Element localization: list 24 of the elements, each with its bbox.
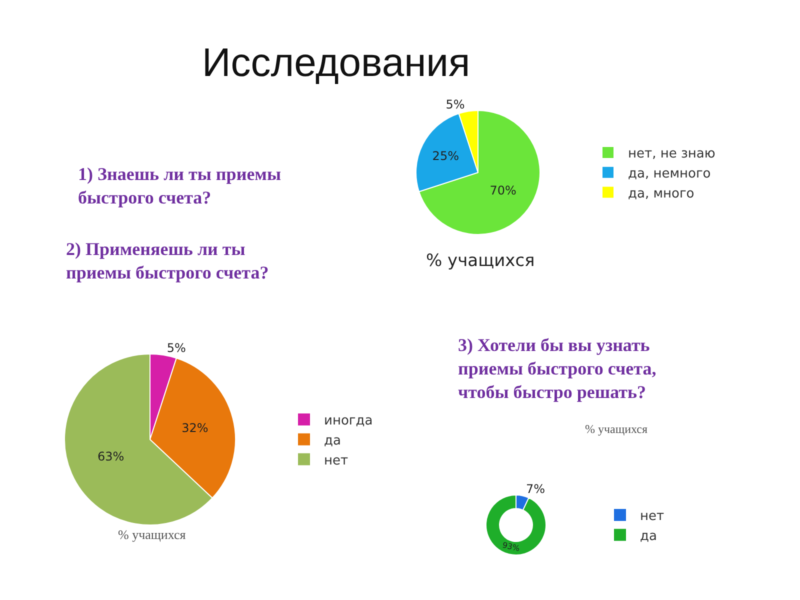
data-label: 32% — [182, 420, 208, 435]
pie-slice — [418, 110, 540, 235]
data-label: 7% — [526, 482, 546, 496]
legend-label: нет — [324, 453, 348, 468]
data-label: 25% — [432, 149, 459, 164]
legend-label: да, много — [628, 186, 694, 202]
donut-slice — [486, 494, 546, 556]
text: % учащихся — [118, 527, 186, 542]
text: % учащихся — [426, 251, 535, 271]
legend-label: нет, не знаю — [628, 146, 716, 162]
data-label: 5% — [446, 97, 465, 112]
legend-label: да — [640, 528, 657, 544]
text: 2) Применяешь ли ты приемы быстрого счета? — [66, 239, 269, 282]
data-label: 70% — [490, 184, 516, 198]
text: 3) Хотели бы вы узнать приемы быстрого счета, чтобы быстро решать? — [458, 335, 656, 402]
data-label: 63% — [97, 449, 124, 464]
legend-label: иногда — [324, 414, 373, 429]
text: Исследования — [202, 41, 470, 85]
chart-title: % учащихся — [585, 422, 648, 436]
legend-label: да — [324, 433, 341, 448]
data-label: 5% — [166, 341, 186, 356]
legend-label: нет — [640, 509, 664, 524]
legend-label: да, немного — [628, 166, 711, 182]
text: 1) Знаешь ли ты приемы быстрого счета? — [78, 164, 281, 208]
